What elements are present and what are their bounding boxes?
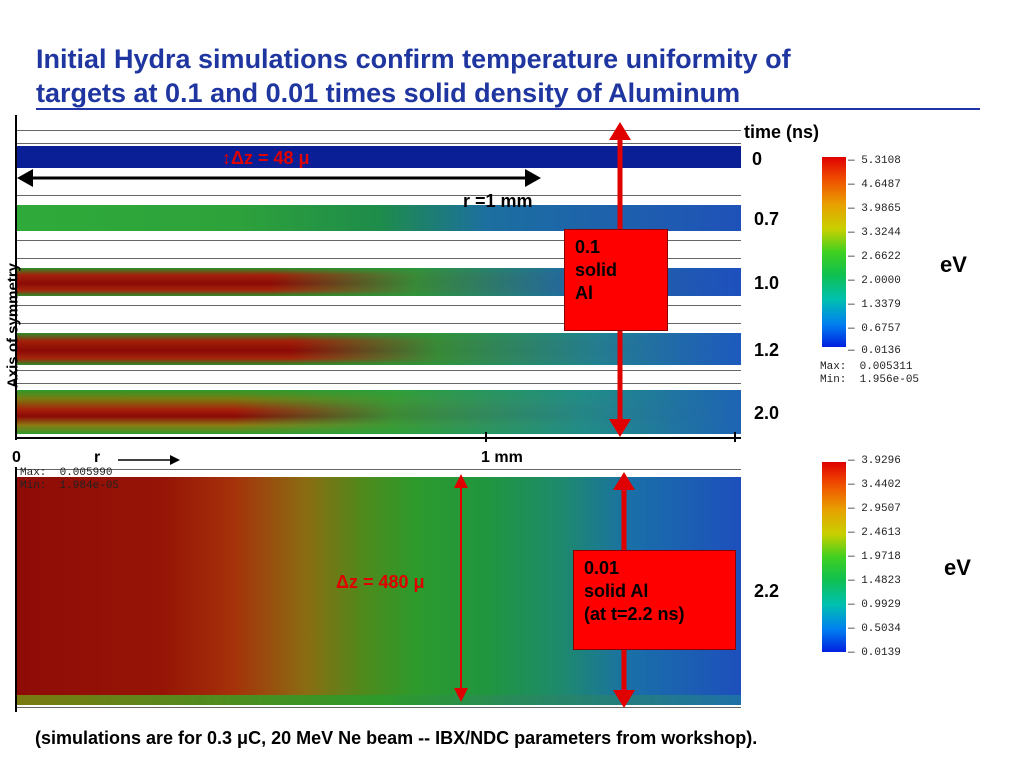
box-line: solid (575, 260, 618, 280)
colorbar-tick: 3.3244 (861, 227, 901, 239)
colorbar-tick: 2.9507 (861, 503, 901, 515)
bottom-panel-top-line (17, 469, 741, 470)
tick-1mm (485, 432, 487, 442)
grid-line (17, 240, 741, 241)
tick-mark: — (848, 575, 862, 587)
colorbar-bottom-ticks: — 3.9296 — 3.4402 — 2.9507 — 2.4613 — 1.… (848, 455, 928, 660)
time-1.0: 1.0 (754, 273, 780, 293)
colorbar-tick: 5.3108 (861, 155, 901, 167)
box-0.1-solid-al: 0.1 solid Al (564, 229, 668, 331)
box-line: Al (575, 283, 593, 303)
top-panel-axis (17, 437, 741, 439)
colorbar-top (822, 157, 846, 347)
grid-line (17, 195, 741, 196)
colorbar-top-max-min: Max: 0.005311 Min: 1.956e-05 (820, 361, 920, 386)
colorbar-tick: 2.0000 (861, 275, 901, 287)
box-line: 0.01 (584, 558, 620, 578)
box-0.01-solid-al: 0.01 solid Al (at t=2.2 ns) (573, 550, 736, 650)
colorbar-top-ticks: — 5.3108 — 4.6487 — 3.9865 — 3.3244 — 2.… (848, 155, 928, 357)
colorbar-tick: 2.4613 (861, 527, 901, 539)
tick-mark: — (848, 323, 862, 335)
grid-line (17, 143, 741, 144)
colorbar-bottom-unit: eV (944, 555, 971, 580)
tick-mark: — (848, 527, 862, 539)
tick-mark: — (848, 345, 862, 357)
r-span-arrow (17, 169, 541, 187)
tick-mark: — (848, 479, 862, 491)
colorbar-tick: 1.4823 (861, 575, 901, 587)
dz-48-label: ↕Δz = 48 μ (222, 148, 310, 168)
title-line-1: Initial Hydra simulations confirm temper… (36, 44, 791, 74)
tick-mark: — (848, 251, 862, 263)
tick-mark: — (848, 155, 862, 167)
slide-title: Initial Hydra simulations confirm temper… (36, 42, 976, 110)
tick-mark: — (848, 455, 862, 467)
r-direction-arrow (118, 455, 180, 465)
bottom-max-min: Max: 0.005990 Min: 1.984e-05 (20, 467, 120, 492)
colorbar-top-unit: eV (940, 252, 967, 277)
title-line-2: targets at 0.1 and 0.01 times solid dens… (36, 78, 741, 108)
dz-480-label: Δz = 480 μ (336, 572, 425, 592)
colorbar-bottom (822, 462, 846, 652)
axis-of-symmetry-label: Axis of symmetry (4, 262, 22, 389)
grid-line (17, 130, 741, 131)
x-1mm-label: 1 mm (481, 449, 523, 466)
colorbar-tick: 0.0139 (861, 647, 901, 659)
r-span-label: r =1 mm (463, 191, 533, 211)
colorbar-tick: 0.9929 (861, 599, 901, 611)
tick-mark: — (848, 299, 862, 311)
time-header: time (ns) (744, 122, 820, 142)
grid-line (17, 370, 741, 371)
footnote: (simulations are for 0.3 μC, 20 MeV Ne b… (35, 728, 758, 748)
tick-mark: — (848, 599, 862, 611)
grid-line (17, 323, 741, 324)
grid-line (17, 383, 741, 384)
time-0.7: 0.7 (754, 209, 780, 229)
time-2.0: 2.0 (754, 403, 780, 423)
colorbar-tick: 3.4402 (861, 479, 901, 491)
tick-mark: — (848, 647, 862, 659)
box-line: 0.1 (575, 237, 601, 257)
box-line: (at t=2.2 ns) (584, 604, 685, 624)
dz-480-arrow (454, 474, 468, 702)
colorbar-tick: 0.6757 (861, 323, 901, 335)
tick-end (734, 432, 736, 442)
colorbar-tick: 0.0136 (861, 345, 901, 357)
tick-mark: — (848, 179, 862, 191)
x-zero-label: 0 (12, 449, 21, 466)
time-2.2: 2.2 (754, 581, 780, 601)
tick-mark: — (848, 203, 862, 215)
colorbar-tick: 1.3379 (861, 299, 901, 311)
top-panel-frame (15, 115, 17, 440)
grid-line (17, 258, 741, 259)
colorbar-tick: 2.6622 (861, 251, 901, 263)
box-line: solid Al (584, 581, 649, 601)
tick-mark: — (848, 227, 862, 239)
colorbar-tick: 0.5034 (861, 623, 901, 635)
time-1.2: 1.2 (754, 340, 780, 360)
band-t0 (17, 146, 741, 168)
tick-mark: — (848, 503, 862, 515)
tick-mark: — (848, 275, 862, 287)
grid-line (17, 305, 741, 306)
bottom-edge-band (17, 695, 741, 705)
tick-mark: — (848, 551, 862, 563)
bottom-panel-bottom-line (17, 707, 741, 708)
colorbar-tick: 1.9718 (861, 551, 901, 563)
title-divider (36, 108, 980, 110)
time-0: 0 (752, 149, 763, 169)
colorbar-tick: 3.9296 (861, 455, 901, 467)
bottom-panel-frame (15, 467, 17, 712)
x-r-label: r (94, 449, 101, 466)
colorbar-tick: 4.6487 (861, 179, 901, 191)
tick-mark: — (848, 623, 862, 635)
colorbar-tick: 3.9865 (861, 203, 901, 215)
